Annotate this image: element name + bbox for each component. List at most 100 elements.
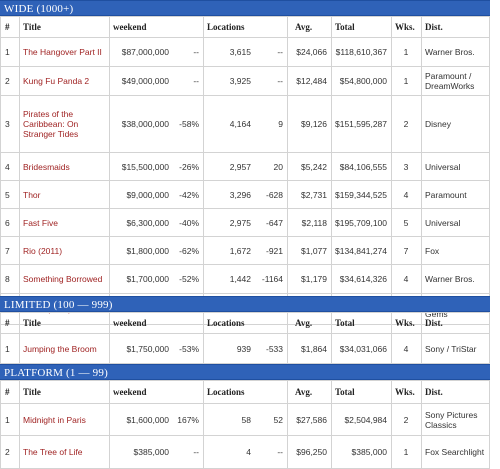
- column-header-row: # Title weekend Locations Avg. Total Wks. Dist.: [1, 381, 489, 403]
- rank-number: 1: [5, 414, 10, 425]
- weekend-change-pct: -42%: [179, 189, 199, 200]
- table-row: 1 Jumping the Broom $1,750,000 -53% 939 -533 $…: [1, 333, 489, 363]
- location-count: 1,672: [229, 245, 251, 256]
- location-change: --: [277, 447, 283, 457]
- table-row: 3 Pirates of the Caribbean: On Stranger T…: [1, 95, 489, 152]
- weekend-change-pct: -53%: [179, 343, 199, 354]
- movie-title-link[interactable]: Bridesmaids: [23, 161, 70, 172]
- location-count: 2,957: [229, 161, 251, 172]
- weekend-gross: $1,750,000: [126, 343, 169, 354]
- header-dist: Dist.: [425, 318, 443, 328]
- header-title: Title: [23, 22, 41, 32]
- platform-section: PLATFORM (1 — 99) # Title weekend Locations A…: [0, 364, 490, 469]
- header-wks: Wks.: [395, 387, 415, 397]
- distributor: Fox: [425, 245, 440, 256]
- total-gross: $151,595,287: [335, 119, 387, 129]
- movie-title-link[interactable]: Kung Fu Panda 2: [23, 76, 90, 86]
- distributor: Sony Pictures Classics: [425, 409, 478, 430]
- column-header-row: # Title weekend Locations Avg. Total Wks. Dist.: [1, 17, 489, 37]
- rank-number: 1: [5, 343, 10, 354]
- table-row: 6 Fast Five $6,300,000 -40% 2,975 -647 $2,118 $…: [1, 208, 489, 236]
- rank-number: 2: [5, 447, 10, 457]
- header-avg: Avg.: [295, 22, 313, 32]
- table-row: 1 The Hangover Part II $87,000,000 -- 3,615 -…: [1, 37, 489, 66]
- header-total: Total: [335, 22, 355, 32]
- distributor: Universal: [425, 161, 461, 172]
- rank-number: 5: [5, 189, 10, 200]
- header-num: #: [5, 22, 10, 32]
- movie-title-link[interactable]: Something Borrowed: [23, 274, 103, 284]
- table-row: 2 The Tree of Life $385,000 -- 4 -- $96,250 $38…: [1, 435, 489, 468]
- movie-title-link[interactable]: Thor: [23, 189, 41, 200]
- column-header-row: # Title weekend Locations Avg. Total Wks. Dist.: [1, 313, 489, 333]
- header-weekend: weekend: [113, 387, 147, 397]
- header-locations: Locations: [207, 318, 245, 328]
- weeks-count: 4: [403, 189, 409, 200]
- header-dist: Dist.: [425, 22, 443, 32]
- weekend-change-pct: --: [193, 76, 199, 86]
- limited-table: # Title weekend Locations Avg. Total Wks. Dist.…: [0, 312, 490, 364]
- limited-section-header: LIMITED (100 — 999): [0, 296, 490, 312]
- weekend-gross: $385,000: [133, 447, 169, 457]
- weeks-count: 1: [403, 47, 409, 57]
- location-count: 3,296: [229, 189, 251, 200]
- wide-table: # Title weekend Locations Avg. Total Wks. Dist.…: [0, 16, 490, 325]
- weeks-count: 1: [403, 76, 409, 86]
- header-wks: Wks.: [395, 22, 415, 32]
- location-change: 9: [278, 119, 283, 129]
- weeks-count: 4: [403, 274, 409, 284]
- header-locations: Locations: [207, 387, 245, 397]
- movie-title-link[interactable]: Pirates of the Caribbean: On Stranger Ti…: [23, 109, 79, 139]
- movie-title-link[interactable]: Jumping the Broom: [23, 343, 97, 354]
- average-per-location: $24,066: [296, 47, 327, 57]
- rank-number: 1: [5, 47, 10, 57]
- weekend-change-pct: -26%: [179, 161, 199, 172]
- distributor: Sony / TriStar: [425, 343, 477, 354]
- weekend-gross: $6,300,000: [126, 217, 169, 228]
- average-per-location: $1,077: [301, 245, 327, 256]
- average-per-location: $5,242: [301, 161, 327, 172]
- weekend-change-pct: -62%: [179, 245, 199, 256]
- movie-title-link[interactable]: Fast Five: [23, 217, 58, 228]
- average-per-location: $9,126: [301, 119, 327, 129]
- weeks-count: 4: [403, 343, 409, 354]
- weeks-count: 2: [403, 414, 409, 425]
- rank-number: 4: [5, 161, 10, 172]
- distributor: Fox Searchlight: [425, 447, 485, 457]
- header-total: Total: [335, 387, 355, 397]
- header-num: #: [5, 318, 10, 328]
- distributor: Paramount: [425, 189, 467, 200]
- movie-title-link[interactable]: The Hangover Part II: [23, 47, 102, 57]
- header-total: Total: [335, 318, 355, 328]
- location-change: 52: [273, 414, 283, 425]
- distributor: Warner Bros.: [425, 274, 475, 284]
- table-row: 1 Midnight in Paris $1,600,000 167% 58 52 $27,…: [1, 403, 489, 435]
- platform-section-header: PLATFORM (1 — 99): [0, 364, 490, 380]
- weekend-gross: $15,500,000: [121, 161, 169, 172]
- table-row: 8 Something Borrowed $1,700,000 -52% 1,442 -1…: [1, 264, 489, 293]
- location-count: 939: [236, 343, 251, 354]
- movie-title-link[interactable]: Midnight in Paris: [23, 414, 86, 425]
- weeks-count: 1: [403, 447, 409, 457]
- total-gross: $34,614,326: [339, 274, 387, 284]
- wide-section: WIDE (1000+) # Title weekend Locations Avg. To…: [0, 0, 490, 325]
- distributor: Paramount / DreamWorks: [425, 71, 475, 91]
- weekend-gross: $87,000,000: [121, 47, 169, 57]
- movie-title-link[interactable]: The Tree of Life: [23, 447, 83, 457]
- header-wks: Wks.: [395, 318, 415, 328]
- table-row: 5 Thor $9,000,000 -42% 3,296 -628 $2,731 $159,3…: [1, 180, 489, 208]
- rank-number: 7: [5, 245, 10, 256]
- total-gross: $385,000: [351, 447, 387, 457]
- location-count: 58: [241, 414, 251, 425]
- average-per-location: $96,250: [296, 447, 327, 457]
- total-gross: $54,800,000: [339, 76, 387, 86]
- total-gross: $195,709,100: [335, 217, 387, 228]
- location-count: 3,925: [229, 76, 251, 86]
- weeks-count: 7: [403, 245, 409, 256]
- header-locations: Locations: [207, 22, 245, 32]
- platform-table: # Title weekend Locations Avg. Total Wks. Dist.…: [0, 380, 490, 469]
- movie-title-link[interactable]: Rio (2011): [23, 245, 63, 256]
- table-row: 4 Bridesmaids $15,500,000 -26% 2,957 20 $5,242…: [1, 152, 489, 180]
- total-gross: $84,106,555: [339, 161, 387, 172]
- location-count: 2,975: [229, 217, 251, 228]
